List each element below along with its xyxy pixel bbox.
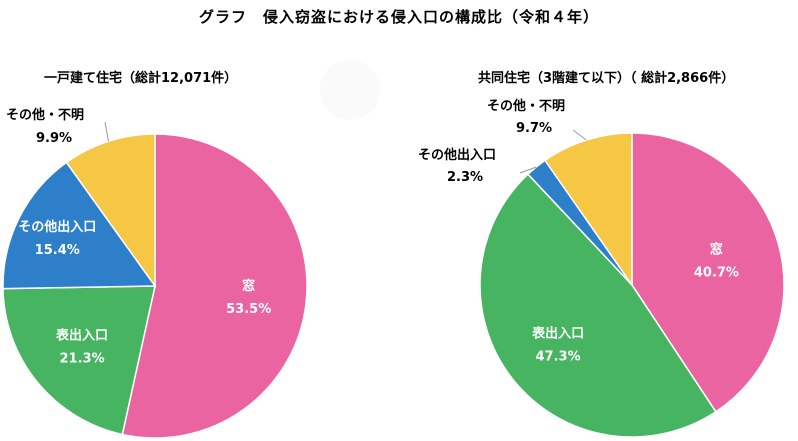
pie-right-label-other-unknown: その他・不明 — [487, 99, 566, 114]
pie-left-subtitle: 一戸建て住宅（総計12,071件） — [44, 71, 238, 86]
pie-left-slice-other-entrance — [2, 161, 157, 290]
pie-right-subtitle: 共同住宅（3階建て以下）（ 総計2,866件） — [478, 71, 735, 86]
decorative-circle — [320, 60, 380, 120]
pie-left-leader-other-unknown — [104, 121, 110, 142]
pie-right-value-other-unknown: 9.7% — [516, 121, 553, 136]
pie-right-value-front-entrance: 47.3% — [536, 349, 581, 364]
pie-left-value-other-unknown: 9.9% — [36, 131, 73, 146]
pie-left-value-other-entrance: 15.4% — [35, 243, 80, 258]
pie-left-slice-front-entrance — [2, 285, 156, 436]
pie-left-value-window: 53.5% — [226, 302, 271, 317]
pie-right-leader-other-entrance — [519, 166, 537, 174]
pie-right-value-other-entrance: 2.3% — [447, 170, 484, 185]
pie-left-label-other-unknown: その他・不明 — [6, 108, 85, 123]
pie-left-label-other-entrance: その他出入口 — [18, 219, 96, 235]
pie-left: 窓 53.5% 表出入口 21.3% その他出入口 15.4% — [2, 121, 308, 439]
pie-right-value-window: 40.7% — [694, 266, 739, 281]
pie-right-label-window: 窓 — [710, 242, 723, 258]
pie-right-label-front-entrance: 表出入口 — [531, 325, 584, 341]
pie-right-slice-front-entrance — [479, 173, 717, 438]
pie-right-leader-other-unknown — [572, 129, 587, 141]
pie-left-value-front-entrance: 21.3% — [60, 352, 105, 367]
pie-left-label-front-entrance: 表出入口 — [55, 328, 108, 344]
pie-right-label-other-entrance: その他出入口 — [418, 148, 497, 163]
pie-right: 窓 40.7% 表出入口 47.3% — [479, 129, 785, 438]
pie-left-slice-window — [121, 133, 308, 439]
chart-title: グラフ 侵入窃盗における侵入口の構成比（令和４年） — [198, 8, 599, 26]
pie-left-label-window: 窓 — [242, 278, 255, 294]
